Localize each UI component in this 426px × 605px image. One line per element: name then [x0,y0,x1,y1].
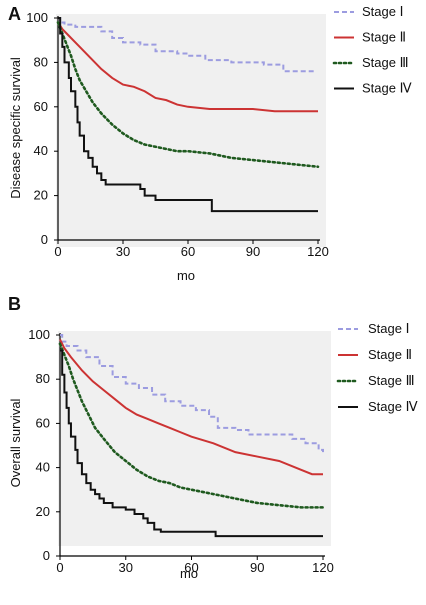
series-line-stage-1 [58,17,314,73]
legend-item-stage-1: Stage Ⅰ [338,321,409,336]
legend-item-stage-4: Stage Ⅳ [338,399,418,414]
legend-item-stage-2: Stage Ⅱ [334,30,406,45]
legend-label: Stage Ⅲ [368,373,415,388]
x-tick-label: 120 [307,244,329,259]
y-tick-label: 0 [43,548,50,563]
series-line-stage-4 [60,349,323,538]
panel-a: 0 30 60 90 120 0 20 40 60 80 100 A Disease specific … [8,4,412,283]
legend-label: Stage Ⅱ [362,30,406,45]
y-axis-label: Overall survival [8,398,23,487]
series-line-stage-3 [58,342,325,509]
series-line-stage-2 [57,21,318,113]
panel-label: A [8,4,21,24]
panel-b: 0 30 60 90 120 0 20 40 60 80 100 B Overall survival m… [8,294,418,581]
legend-label: Stage Ⅳ [368,399,418,414]
panel-label: B [8,294,21,314]
y-tick-label: 20 [36,504,50,519]
y-tick-label: 60 [34,99,48,114]
legend-item-stage-1: Stage Ⅰ [334,4,403,19]
legend-item-stage-3: Stage Ⅲ [332,55,409,70]
series-line-stage-2 [59,338,323,476]
y-tick-label: 20 [34,188,48,203]
series-line-stage-3 [56,21,320,169]
legend-label: Stage Ⅱ [368,347,412,362]
y-tick-label: 80 [36,371,50,386]
x-tick-label: 30 [119,560,133,575]
series-line-stage-4 [58,17,318,213]
legend-item-stage-3: Stage Ⅲ [336,373,415,388]
x-tick-label: 30 [116,244,130,259]
y-tick-label: 100 [28,327,50,342]
x-tick-label: 60 [184,560,198,575]
x-tick-label: 90 [246,244,260,259]
x-tick-label: 90 [250,560,264,575]
x-tick-label: 60 [181,244,195,259]
x-axis-label: mo [180,566,198,581]
plot-background [56,14,326,247]
y-tick-label: 40 [34,143,48,158]
legend-label: Stage Ⅳ [362,81,412,96]
legend-label: Stage Ⅰ [362,4,403,19]
y-tick-label: 60 [36,415,50,430]
y-tick-label: 80 [34,54,48,69]
series-line-stage-1 [60,334,324,453]
legend-item-stage-4: Stage Ⅳ [334,81,412,96]
x-tick-label: 0 [54,244,61,259]
y-tick-label: 100 [26,10,48,25]
legend-item-stage-2: Stage Ⅱ [338,347,412,362]
y-axis-label: Disease specific survival [8,57,23,199]
x-axis-label: mo [177,268,195,283]
x-tick-label: 120 [312,560,334,575]
y-tick-label: 0 [41,232,48,247]
y-tick-label: 40 [36,460,50,475]
x-tick-label: 0 [56,560,63,575]
legend-label: Stage Ⅲ [362,55,409,70]
legend-label: Stage Ⅰ [368,321,409,336]
